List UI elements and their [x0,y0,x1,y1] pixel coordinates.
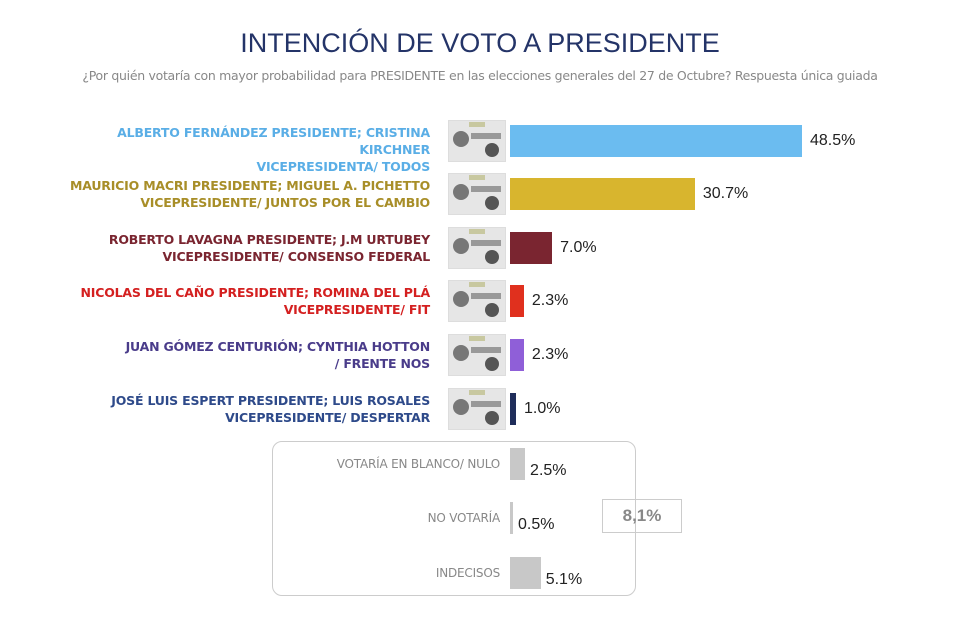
bar [510,448,526,480]
candidate-photo-thumbnail [448,120,506,162]
candidate-photo-thumbnail [448,173,506,215]
value-label: 0.5% [518,516,555,533]
category-label: MAURICIO MACRI PRESIDENTE; MIGUEL A. PIC… [50,177,430,211]
category-label-line: MAURICIO MACRI PRESIDENTE; MIGUEL A. PIC… [70,178,430,193]
bar [510,393,517,425]
value-label: 2.5% [530,462,567,479]
category-label: NICOLAS DEL CAÑO PRESIDENTE; ROMINA DEL … [50,284,431,318]
bar [510,178,695,210]
bar [510,232,553,264]
value-label: 1.0% [524,400,561,417]
value-label: 7.0% [560,239,597,256]
chart-title: INTENCIÓN DE VOTO A PRESIDENTE [240,28,720,58]
candidate-photo-thumbnail [448,388,506,430]
value-label: 5.1% [545,571,583,588]
bar [510,125,802,157]
value-label: 48.5% [810,132,856,149]
category-label-line: NO VOTARÍA [427,510,501,525]
value-label: 30.7% [702,185,749,202]
value-label: 2.3% [531,292,569,309]
category-label: ALBERTO FERNÁNDEZ PRESIDENTE; CRISTINA K… [50,124,430,175]
category-label-line: JUAN GÓMEZ CENTURIÓN; CYNTHIA HOTTON [125,339,431,354]
category-label-line: NICOLAS DEL CAÑO PRESIDENTE; ROMINA DEL … [80,285,431,300]
category-label: VOTARÍA EN BLANCO/ NULO [280,456,500,473]
category-label: NO VOTARÍA [280,510,501,527]
category-label-line: VOTARÍA EN BLANCO/ NULO [336,456,500,471]
bar [510,502,513,534]
category-label-line: VICEPRESIDENTA/ TODOS [256,159,431,174]
chart-subtitle: ¿Por quién votaría con mayor probabilida… [82,68,878,83]
others-total-label: 8,1% [602,499,682,533]
bar [510,285,524,317]
category-label: JUAN GÓMEZ CENTURIÓN; CYNTHIA HOTTON / FR… [50,338,431,372]
category-label-line: ROBERTO LAVAGNA PRESIDENTE; J.M URTUBEY [108,232,430,247]
category-label-line: / FRENTE NOS [334,356,430,371]
bar [510,557,541,589]
category-label-line: ALBERTO FERNÁNDEZ PRESIDENTE; CRISTINA K… [117,125,430,157]
category-label-line: VICEPRESIDENTE/ CONSENSO FEDERAL [162,249,431,264]
category-label: INDECISOS [280,565,500,582]
category-label: ROBERTO LAVAGNA PRESIDENTE; J.M URTUBEY V… [50,231,430,265]
value-label: 2.3% [531,346,569,363]
category-label-line: VICEPRESIDENTE/ FIT [283,302,430,317]
others-group-box [272,441,636,596]
bar [510,339,524,371]
category-label-line: JOSÉ LUIS ESPERT PRESIDENTE; LUIS ROSALE… [111,393,430,408]
candidate-photo-thumbnail [448,334,506,376]
candidate-photo-thumbnail [448,227,506,269]
category-label-line: INDECISOS [435,565,500,580]
candidate-photo-thumbnail [448,280,506,322]
category-label-line: VICEPRESIDENTE/ DESPERTAR [225,410,430,425]
category-label: JOSÉ LUIS ESPERT PRESIDENTE; LUIS ROSALE… [50,392,430,426]
category-label-line: VICEPRESIDENTE/ JUNTOS POR EL CAMBIO [140,195,430,210]
